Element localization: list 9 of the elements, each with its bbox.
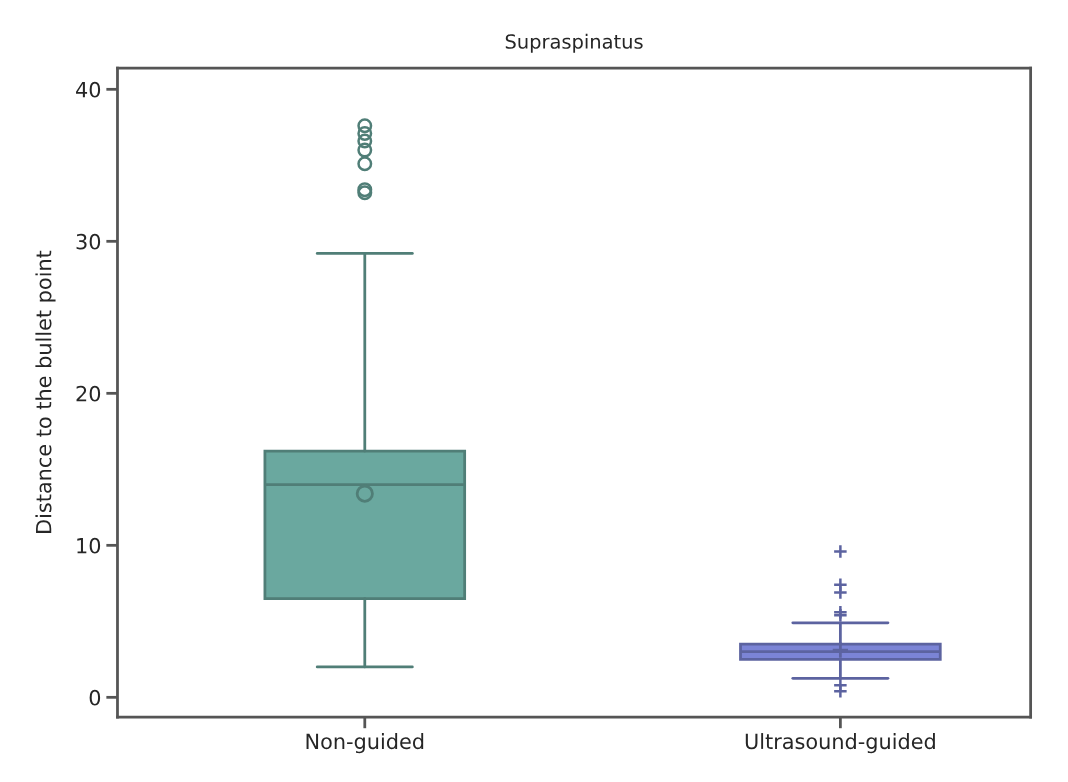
y-tick-label: 40 bbox=[76, 81, 101, 98]
y-tick-label: 30 bbox=[76, 233, 101, 250]
x-tick-label: Non-guided bbox=[306, 733, 424, 754]
y-tick-label: 0 bbox=[89, 689, 101, 706]
y-tick-label: 10 bbox=[77, 537, 101, 554]
y-axis-title: Distance to the bullet point bbox=[35, 250, 56, 533]
chart-title: Supraspinatus bbox=[505, 33, 643, 53]
y-tick-label: 20 bbox=[76, 385, 101, 402]
x-tick-label: Ultrasound-guided bbox=[745, 733, 935, 754]
